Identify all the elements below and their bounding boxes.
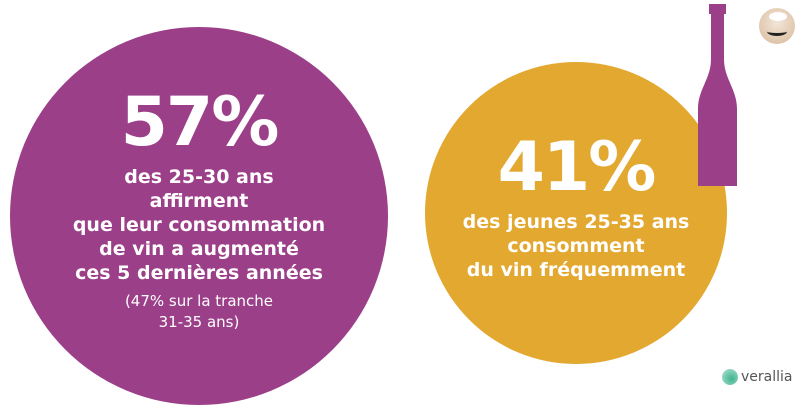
logo-text: verallia [741,369,793,385]
logo-mark-icon [722,369,738,385]
stat-value: 57% [120,83,280,162]
stat-value: 41% [497,128,657,207]
verallia-logo: verallia [722,369,792,385]
stat-description: des jeunes 25-35 ans consomment du vin f… [462,211,690,281]
stat-description: des 25-30 ans affirment que leur consomm… [72,166,326,284]
wine-bottle-icon [698,4,737,186]
stat-circle-57: 57% des 25-30 ans affirment que leur con… [10,27,388,405]
chef-avatar-icon [759,8,795,44]
stat-note: (47% sur la tranche 31-35 ans) [124,292,274,331]
stat-circle-41: 41% des jeunes 25-35 ans consomment du v… [425,62,727,364]
